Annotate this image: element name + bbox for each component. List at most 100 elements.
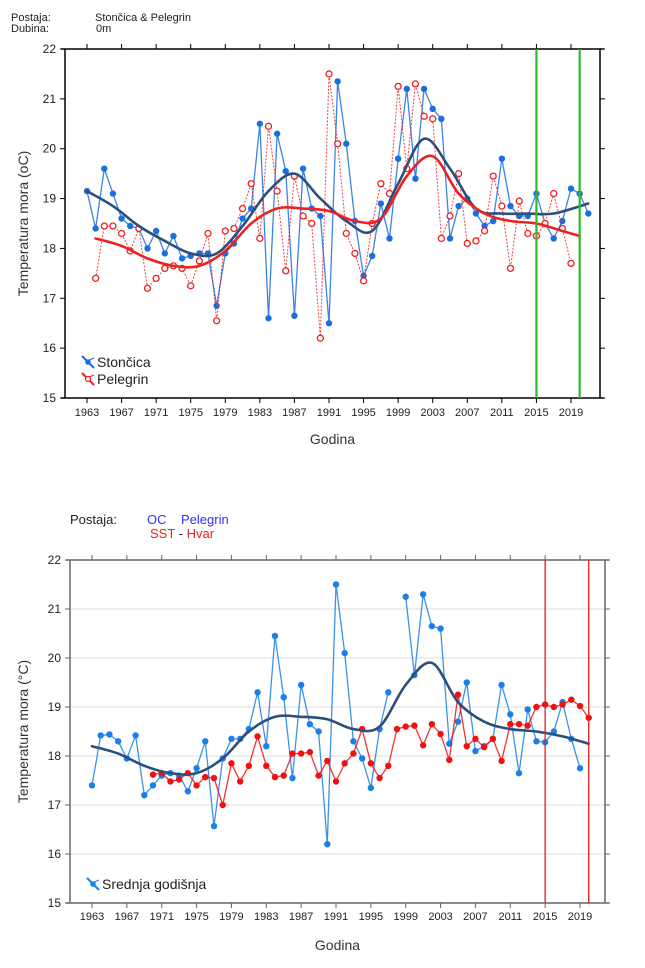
data-point-0 [358,755,366,762]
data-point-pelegrin [420,112,428,120]
data-point-pelegrin [100,222,108,230]
data-point-1 [289,750,296,757]
data-point-0 [419,591,427,598]
legend-label: Pelegrin [97,371,148,387]
data-point-pelegrin [117,229,126,238]
data-point-0 [402,593,409,600]
data-point-1 [393,725,401,733]
data-point-0 [325,320,333,327]
data-point-1 [559,701,566,708]
data-point-0 [109,190,117,197]
data-point-1 [533,703,540,711]
x-tick-label: 2003 [428,911,452,923]
data-point-pelegrin [152,274,160,282]
x-tick-label: 1999 [386,407,410,419]
data-point-0 [481,222,488,230]
x-tick-label: 1991 [324,911,348,923]
y-tick-label: 17 [43,291,57,305]
data-point-0 [490,217,497,225]
data-point-0 [369,252,376,260]
data-point-0 [170,232,177,240]
data-point-1 [236,778,244,785]
data-point-pelegrin [567,259,575,268]
x-tick-label: 1983 [254,911,278,923]
data-point-pelegrin [161,264,169,273]
data-point-0 [455,202,462,210]
data-point-0 [454,718,462,725]
x-tick-label: 1979 [213,407,237,419]
y-tick-label: 18 [48,749,62,763]
data-point-pelegrin [472,237,480,245]
x-tick-label: 2015 [524,407,548,419]
x-tick-label: 1999 [393,911,417,923]
data-point-pelegrin [256,234,264,243]
x-tick-label: 1991 [317,407,341,419]
x-tick-label: 2011 [490,407,514,419]
data-point-pelegrin [489,172,497,180]
data-point-1 [385,762,392,769]
data-point-0 [515,769,523,777]
data-point-pelegrin [394,82,402,91]
y-tick-label: 15 [43,391,57,405]
data-point-0 [367,784,375,792]
data-point-0 [271,632,279,640]
trend-line-3 [94,154,581,269]
y-tick-label: 22 [43,42,57,56]
y-tick-label: 19 [48,700,62,714]
trend-line-2 [85,137,590,258]
data-point-1 [411,722,418,729]
data-point-pelegrin [204,229,212,238]
x-tick-label: 1967 [109,407,133,419]
x-tick-label: 1975 [184,911,208,923]
x-tick-label: 2007 [463,911,487,923]
header2-hvar: Hvar [186,526,215,541]
x-axis-label: Godina [310,431,355,447]
y-axis-label: Temperatura mora (oC) [15,151,31,297]
data-point-0 [394,155,402,162]
data-point-0 [114,738,122,745]
x-tick-label: 1967 [115,911,139,923]
data-point-0 [144,245,151,252]
data-point-1 [524,722,531,729]
data-point-0 [437,625,444,632]
data-point-0 [239,215,246,222]
data-point-0 [498,155,506,162]
data-point-1 [428,720,436,728]
data-point-0 [118,215,125,222]
data-point-1 [489,735,497,743]
series-line-0 [86,81,589,324]
data-point-pelegrin [411,80,420,88]
data-point-pelegrin [480,227,489,235]
data-point-0 [161,250,168,257]
y-axis-label: Temperatura mora (°C) [15,660,31,803]
data-point-1 [367,760,375,767]
legend-icon-marker [84,375,92,383]
x-tick-label: 1971 [149,911,173,923]
data-point-pelegrin [221,227,229,235]
data-point-1 [228,760,235,767]
data-point-1 [463,743,470,750]
x-tick-label: 1963 [75,407,99,419]
data-point-0 [178,255,186,262]
data-point-0 [280,694,287,701]
data-point-0 [213,302,220,309]
data-point-1 [167,778,174,785]
data-point-pelegrin [359,277,368,285]
x-tick-label: 2007 [455,407,479,419]
data-point-1 [324,757,331,765]
series-line-0 [405,594,581,774]
data-point-0 [228,735,235,743]
x-tick-label: 2019 [559,407,583,419]
data-point-1 [332,778,340,785]
data-point-pelegrin [282,267,290,275]
x-axis-label: Godina [315,937,360,953]
x-tick-label: 1987 [282,407,306,419]
header2-sst: SST [150,526,176,541]
data-point-0 [507,711,514,718]
data-point-1 [515,720,523,728]
data-point-0 [377,200,385,207]
data-point-0 [446,235,454,242]
data-point-1 [341,760,348,767]
header1-depth-value: 0m [96,23,112,35]
chart-1: 15 16 17 18 19 20 21 22 1963 1967 1971 1975 1979 1983… [15,42,605,447]
